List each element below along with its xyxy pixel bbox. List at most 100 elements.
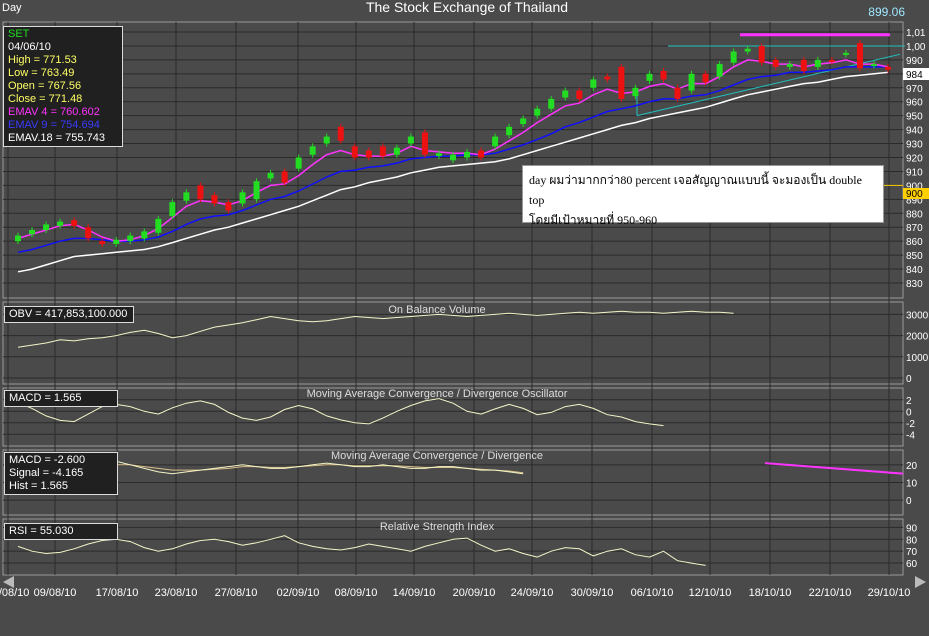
macd-value: MACD = -2.600 xyxy=(9,454,86,466)
candle-body xyxy=(407,136,414,144)
candle-body xyxy=(856,43,863,69)
rsi-value: RSI = 55.030 xyxy=(9,525,74,537)
x-tick-label: 09/08/10 xyxy=(34,587,77,599)
candle-body xyxy=(786,64,793,67)
price-tick-label: 910 xyxy=(906,167,923,178)
x-tick-label: 29/10/10 xyxy=(868,587,911,599)
candle-body xyxy=(716,64,723,77)
hist-value: Hist = 1.565 xyxy=(9,480,69,492)
candle-body xyxy=(730,51,737,63)
osc-tick-label: 0 xyxy=(906,407,912,418)
price-tick-label: 990 xyxy=(906,56,923,67)
candle-body xyxy=(253,181,260,200)
price-tick-label: 850 xyxy=(906,251,923,262)
candle-body xyxy=(576,90,583,99)
rsi-tick-label: 80 xyxy=(906,535,918,546)
rsi-tick-label: 60 xyxy=(906,559,918,570)
candle-body xyxy=(211,195,218,204)
osc-tick-label: 2 xyxy=(906,396,912,407)
price-tick-label: 940 xyxy=(906,126,923,137)
candle-body xyxy=(57,221,64,226)
candle-body xyxy=(674,87,681,99)
info-emav4: EMAV 4 = 760.602 xyxy=(8,106,100,118)
level-tag: 900 xyxy=(906,189,923,200)
rsi-line xyxy=(17,535,706,566)
candle-body xyxy=(562,90,569,98)
candle-body xyxy=(127,235,134,242)
candle-body xyxy=(141,231,148,239)
macd-tick-label: 0 xyxy=(906,496,912,507)
candle-body xyxy=(492,136,499,147)
chart-title: The Stock Exchange of Thailand xyxy=(366,0,568,15)
price-tick-label: 900 xyxy=(906,181,923,192)
macd-tick-label: 10 xyxy=(906,479,918,490)
obv-tick-label: 0 xyxy=(906,374,912,385)
candle-body xyxy=(435,153,442,157)
x-tick-label: 23/08/10 xyxy=(155,587,198,599)
x-tick-label: 20/09/10 xyxy=(453,587,496,599)
price-tick-label: 880 xyxy=(906,209,923,220)
candle-body xyxy=(870,64,877,67)
candle-body xyxy=(828,59,835,62)
analysis-note: day ผมว่ามากกว่า80 percent เจอสัญญาณแบบน… xyxy=(522,165,884,227)
candle-body xyxy=(379,146,386,157)
info-close: Close = 771.48 xyxy=(8,93,83,105)
x-tick-label: 14/09/10 xyxy=(393,587,436,599)
price-tick-label: 960 xyxy=(906,98,923,109)
candle-body xyxy=(113,239,120,244)
candle-body xyxy=(814,59,821,67)
price-tick-label: 1,01 xyxy=(906,28,926,39)
rsi-title: Relative Strength Index xyxy=(380,521,495,533)
current-price-tag-bg xyxy=(903,68,929,80)
candle-body xyxy=(85,227,92,239)
candle-body xyxy=(43,224,50,231)
obv-tick-label: 1000 xyxy=(906,353,929,364)
x-tick-label: 18/10/10 xyxy=(749,587,792,599)
macd-info-box: MACD = -2.600 Signal = -4.165 Hist = 1.5… xyxy=(4,452,118,495)
candle-body xyxy=(534,108,541,116)
price-tick-label: 870 xyxy=(906,223,923,234)
macd-tick-label: 20 xyxy=(906,461,918,472)
macd-osc-value: MACD = 1.565 xyxy=(9,392,82,404)
price-tick-label: 920 xyxy=(906,154,923,165)
ema18-line xyxy=(17,71,889,273)
scroll-left-arrow[interactable] xyxy=(3,576,14,588)
candle-body xyxy=(800,59,807,72)
note-line-2: โดยมีเป้าหมายที่ 950-960 xyxy=(529,213,658,227)
macd-divergence-line xyxy=(764,462,904,475)
macd-osc-line xyxy=(17,398,664,427)
support-trend-line xyxy=(636,53,901,117)
price-tick-label: 970 xyxy=(906,84,923,95)
x-tick-label: 02/09/10 xyxy=(277,587,320,599)
candle-body xyxy=(450,154,456,161)
candle-body xyxy=(618,66,625,99)
macd-title: Moving Average Convergence / Divergence xyxy=(331,450,543,462)
candle-body xyxy=(267,172,274,179)
candle-body xyxy=(885,66,891,70)
panel-frame-osc xyxy=(2,387,904,447)
x-tick-label: 06/10/10 xyxy=(631,587,674,599)
macd-osc-title: Moving Average Convergence / Divergence … xyxy=(307,388,568,400)
candle-body xyxy=(295,157,302,169)
price-tick-label: 830 xyxy=(906,279,923,290)
obv-tick-label: 3000 xyxy=(906,310,929,321)
price-tick-label: 890 xyxy=(906,195,923,206)
scroll-right-arrow[interactable] xyxy=(915,576,926,588)
candle-body xyxy=(169,202,176,217)
osc-tick-label: -2 xyxy=(906,419,915,430)
candle-body xyxy=(842,52,849,55)
candle-body xyxy=(646,73,653,81)
candle-body xyxy=(15,235,21,242)
x-tick-label: 22/10/10 xyxy=(809,587,852,599)
obv-tick-label: 2000 xyxy=(906,332,929,343)
obv-info-box: OBV = 417,853,100.000 xyxy=(4,306,134,323)
info-emav18: EMAV.18 = 755.743 xyxy=(8,132,105,144)
candle-body xyxy=(99,241,106,244)
candle-body xyxy=(197,185,204,200)
x-tick-label: 27/08/10 xyxy=(215,587,258,599)
x-tick-label: 06/08/10 xyxy=(0,587,29,599)
rsi-info-box: RSI = 55.030 xyxy=(4,523,118,540)
candle-body xyxy=(702,73,709,83)
